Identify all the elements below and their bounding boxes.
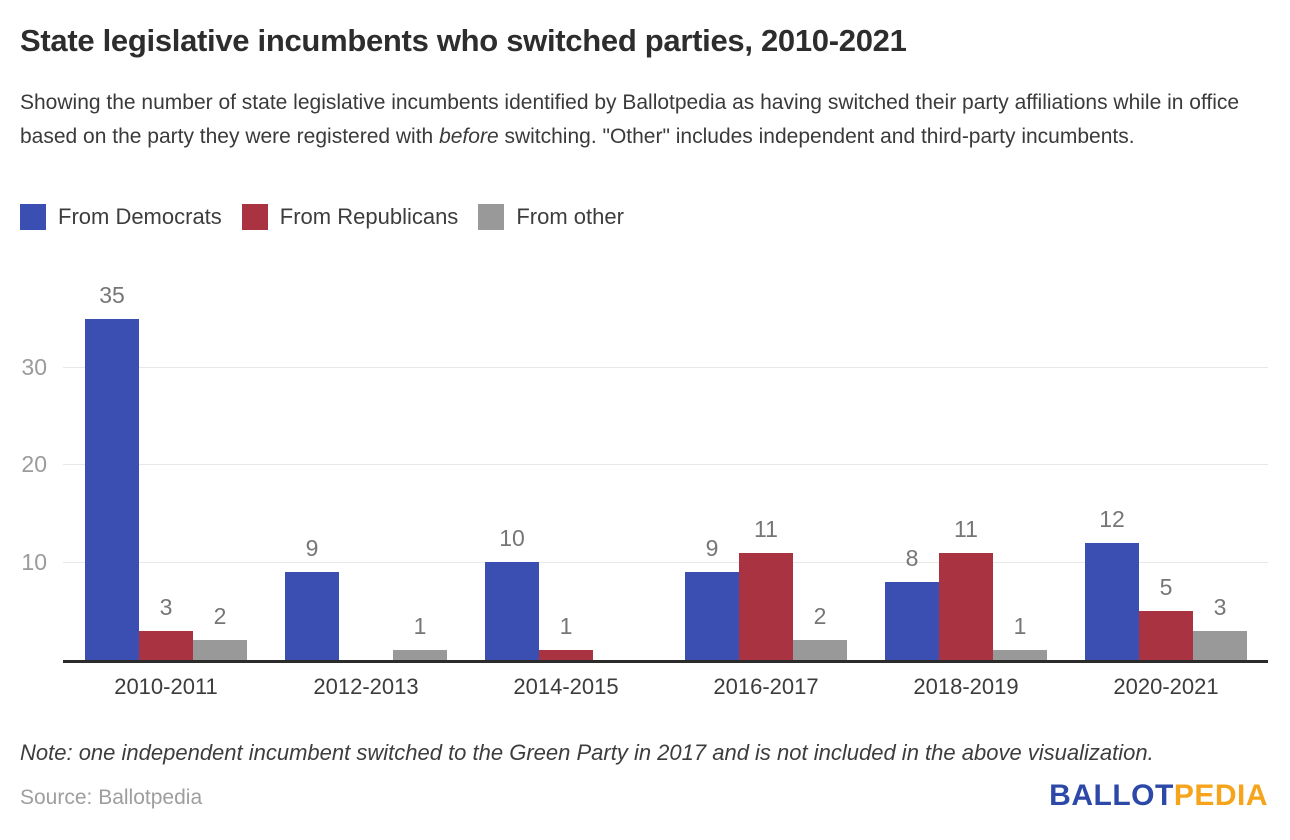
bar-value-label: 12 bbox=[1099, 506, 1125, 532]
subtitle-italic-word: before bbox=[439, 125, 499, 148]
bar-value-label: 1 bbox=[559, 613, 573, 639]
source-text: Source: Ballotpedia bbox=[20, 786, 203, 809]
footnote: Note: one independent incumbent switched… bbox=[20, 740, 1154, 765]
legend-swatch-icon bbox=[478, 204, 505, 230]
bar-2016-2017-from-other bbox=[793, 640, 847, 660]
legend-item: From Democrats bbox=[20, 204, 222, 230]
bar-2018-2019-from-republicans bbox=[939, 553, 993, 660]
bar-2018-2019-from-other bbox=[993, 650, 1047, 660]
bar-2020-2021-from-democrats bbox=[1085, 543, 1139, 660]
legend-item: From Republicans bbox=[241, 204, 459, 230]
y-axis-tick-label: 30 bbox=[21, 353, 47, 380]
bar-value-label: 2 bbox=[213, 603, 227, 629]
bar-2010-2011-from-other bbox=[193, 640, 247, 660]
gridline-y-20 bbox=[63, 464, 1268, 465]
bar-value-label: 3 bbox=[159, 594, 173, 620]
bar-value-label: 11 bbox=[754, 516, 778, 542]
bar-2014-2015-from-republicans bbox=[539, 650, 593, 660]
legend-label: From Democrats bbox=[58, 204, 222, 229]
bar-value-label: 3 bbox=[1213, 594, 1227, 620]
bar-2010-2011-from-democrats bbox=[85, 319, 139, 660]
bar-value-label: 11 bbox=[954, 516, 978, 542]
bar-value-label: 5 bbox=[1159, 574, 1173, 600]
bar-2016-2017-from-republicans bbox=[739, 553, 793, 660]
x-axis-category-label: 2010-2011 bbox=[114, 674, 218, 699]
bar-2018-2019-from-democrats bbox=[885, 582, 939, 660]
chart-legend: From Democrats From Republicans From other bbox=[20, 204, 644, 230]
x-axis-category-label: 2018-2019 bbox=[913, 674, 1019, 699]
bar-chart-plot-area: 10 20 30 35 3 2 2010-2011 9 1 2012-2013 10 1 2014-20… bbox=[21, 270, 1268, 699]
bar-value-label: 10 bbox=[499, 525, 525, 551]
legend-swatch-icon bbox=[241, 204, 268, 230]
gridline-y-30 bbox=[63, 366, 1268, 368]
x-axis-category-label: 2012-2013 bbox=[313, 674, 419, 699]
bar-2016-2017-from-democrats bbox=[685, 572, 739, 660]
legend-swatch-icon bbox=[20, 204, 46, 230]
bar-value-label: 1 bbox=[1013, 613, 1027, 639]
bar-2020-2021-from-republicans bbox=[1139, 611, 1193, 660]
page-title: State legislative incumbents who switche… bbox=[20, 23, 907, 58]
subtitle-text: Showing the number of state legislative … bbox=[20, 91, 1240, 148]
gridline-y-10 bbox=[63, 561, 1268, 563]
bar-value-label: 8 bbox=[905, 545, 919, 571]
bar-value-label: 35 bbox=[99, 282, 125, 308]
chart-subtitle: Showing the number of state legislative … bbox=[20, 86, 1275, 154]
bar-2012-2013-from-other bbox=[393, 650, 447, 660]
bar-value-label: 2 bbox=[813, 603, 827, 629]
ballotpedia-logo: BALLOTPEDIA bbox=[1049, 779, 1268, 813]
x-axis-category-label: 2016-2017 bbox=[713, 674, 819, 699]
x-axis-category-label: 2014-2015 bbox=[513, 674, 619, 699]
legend-item: From other bbox=[478, 204, 624, 230]
y-axis-tick-label: 10 bbox=[21, 548, 47, 575]
legend-label: From other bbox=[516, 204, 624, 229]
logo-text-ballot: BALLOT bbox=[1049, 779, 1174, 812]
bar-2012-2013-from-democrats bbox=[285, 572, 339, 660]
bar-2010-2011-from-republicans bbox=[139, 631, 193, 660]
bar-value-label: 9 bbox=[305, 535, 319, 561]
x-axis-category-label: 2020-2021 bbox=[1113, 674, 1219, 699]
y-axis-tick-label: 20 bbox=[21, 451, 47, 477]
subtitle-text-suffix: switching. "Other" includes independent … bbox=[498, 125, 1135, 148]
legend-label: From Republicans bbox=[279, 204, 459, 229]
bar-value-label: 1 bbox=[413, 613, 427, 639]
bar-2020-2021-from-other bbox=[1193, 631, 1247, 660]
bar-2014-2015-from-democrats bbox=[485, 562, 539, 660]
logo-text-pedia: PEDIA bbox=[1173, 779, 1268, 812]
bar-value-label: 9 bbox=[705, 535, 719, 561]
